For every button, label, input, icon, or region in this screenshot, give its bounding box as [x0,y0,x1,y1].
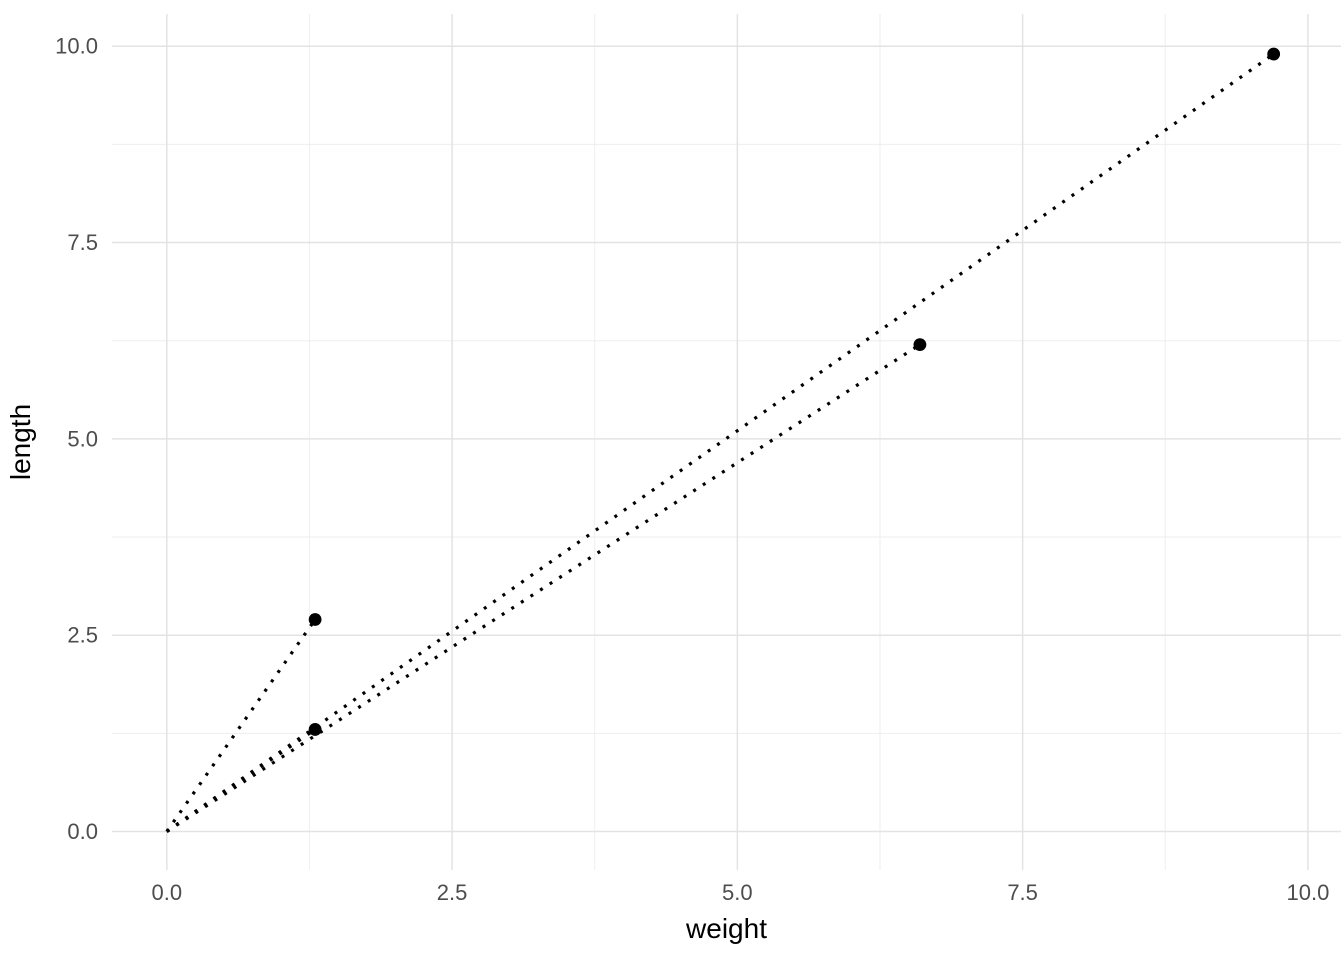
minor-gridlines [112,14,1341,870]
x-tick-labels: 0.0 2.5 5.0 7.5 10.0 [151,880,1329,905]
x-tick-label: 7.5 [1007,880,1038,905]
origin-segment [165,343,921,833]
data-point [913,338,927,352]
y-axis-title: length [5,404,36,480]
x-tick-label: 5.0 [722,880,753,905]
y-tick-labels: 0.0 2.5 5.0 7.5 10.0 [55,34,98,844]
data-point [308,613,322,626]
major-gridlines [112,14,1341,870]
x-tick-label: 2.5 [437,880,468,905]
y-tick-label: 5.0 [67,426,98,451]
y-tick-label: 0.0 [67,819,98,844]
origin-segment [165,618,317,833]
y-tick-label: 7.5 [67,230,98,255]
origin-segment [165,52,1275,833]
x-tick-label: 10.0 [1286,880,1329,905]
data-points [308,47,1281,736]
origin-segment [165,728,317,833]
y-tick-label: 2.5 [67,623,98,648]
x-tick-label: 0.0 [151,880,182,905]
y-tick-label: 10.0 [55,34,98,59]
origin-segments [165,52,1275,833]
data-point [308,723,322,736]
x-axis-title: weight [685,913,767,944]
data-point [1267,47,1281,61]
